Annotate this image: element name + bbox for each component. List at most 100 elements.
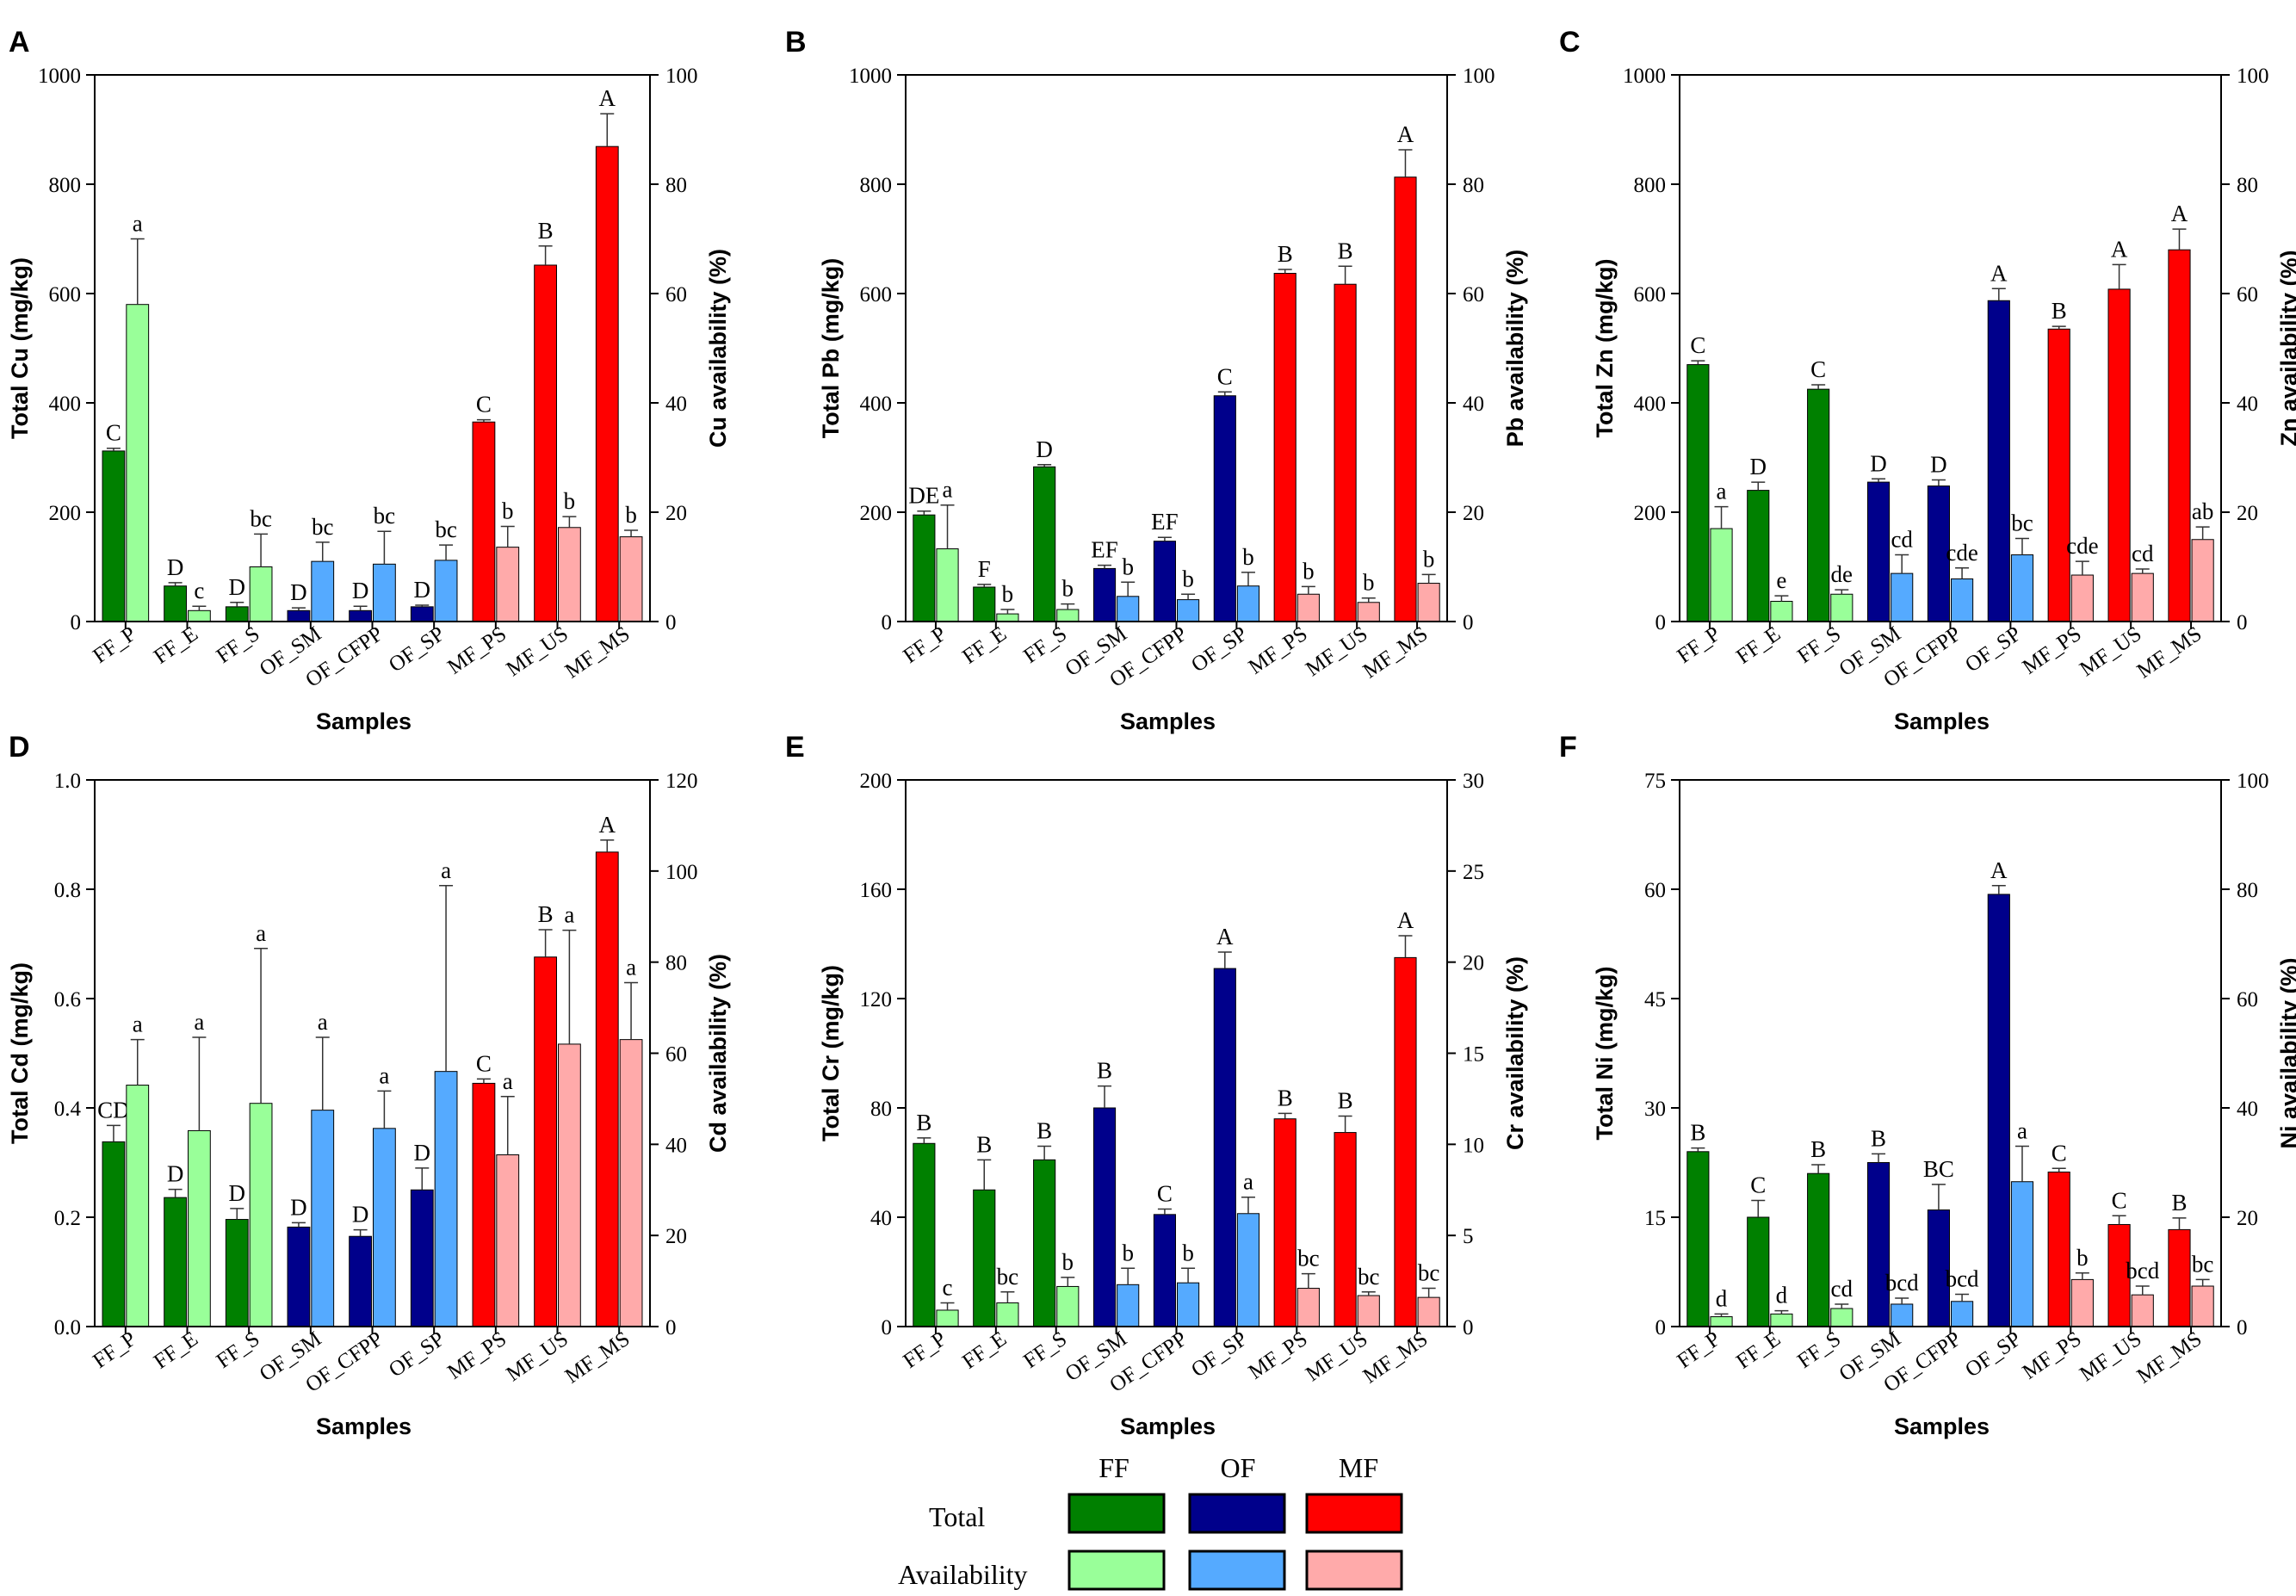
- total-significance-label: D: [229, 574, 246, 600]
- availability-significance-label: c: [194, 578, 204, 603]
- total-bar: [2047, 1172, 2070, 1327]
- availability-significance-label: b: [1182, 1240, 1194, 1265]
- availability-significance-label: a: [318, 1009, 328, 1035]
- availability-bar: [936, 1309, 959, 1327]
- legend-swatch-of-availability: [1188, 1550, 1286, 1591]
- availability-bar: [249, 566, 273, 622]
- availability-significance-label: a: [943, 477, 953, 503]
- availability-bar: [2070, 1278, 2094, 1327]
- y-right-tick-label: 20: [665, 502, 687, 525]
- availability-bar: [1357, 1295, 1380, 1327]
- total-significance-label: D: [1870, 450, 1887, 476]
- availability-bar: [1177, 1282, 1200, 1327]
- y-right-tick-label: 20: [2237, 502, 2258, 525]
- total-bar: [164, 585, 187, 622]
- availability-significance-label: b: [1062, 576, 1074, 602]
- total-significance-label: B: [1871, 1125, 1886, 1151]
- availability-significance-label: bcd: [1885, 1270, 1919, 1296]
- availability-bar: [1891, 572, 1914, 622]
- availability-bar: [1177, 599, 1200, 622]
- y-right-tick-label: 40: [1463, 393, 1484, 416]
- availability-significance-label: a: [2017, 1117, 2027, 1143]
- total-bar: [225, 1219, 249, 1327]
- total-bar: [472, 421, 496, 622]
- availability-bar: [1951, 1301, 1974, 1327]
- y-right-tick-label: 40: [2237, 393, 2258, 416]
- total-significance-label: D: [1750, 454, 1767, 479]
- availability-significance-label: b: [1182, 566, 1194, 591]
- total-bar: [913, 1142, 936, 1327]
- legend-swatch-of-total: [1188, 1493, 1286, 1534]
- total-significance-label: B: [2171, 1190, 2187, 1216]
- total-significance-label: BC: [1923, 1156, 1954, 1182]
- y-left-tick-label: 0.8: [54, 879, 81, 902]
- availability-bar: [2070, 574, 2094, 622]
- availability-significance-label: cd: [1891, 527, 1913, 553]
- availability-significance-label: cde: [2066, 533, 2098, 559]
- availability-significance-label: cd: [2132, 541, 2154, 566]
- total-significance-label: D: [229, 1180, 246, 1206]
- total-bar: [349, 609, 373, 622]
- availability-significance-label: bc: [2192, 1251, 2214, 1277]
- availability-bar: [188, 1129, 211, 1327]
- availability-bar: [2191, 1285, 2214, 1327]
- availability-significance-label: a: [503, 1068, 513, 1094]
- availability-bar: [249, 1103, 273, 1327]
- y-left-tick-label: 15: [1644, 1207, 1666, 1230]
- total-bar: [225, 606, 249, 622]
- availability-bar: [1830, 593, 1854, 622]
- y-left-tick-label: 60: [1644, 879, 1666, 902]
- total-bar: [2168, 1228, 2191, 1327]
- y-right-tick-label: 20: [2237, 1207, 2258, 1230]
- total-significance-label: C: [2112, 1187, 2127, 1213]
- availability-significance-label: bc: [1418, 1260, 1440, 1286]
- total-significance-label: A: [599, 85, 616, 111]
- total-bar: [1273, 273, 1297, 622]
- availability-bar: [496, 547, 520, 622]
- total-bar: [1866, 1162, 1891, 1327]
- availability-significance-label: b: [1242, 544, 1254, 570]
- y-left-tick-label: 0: [71, 611, 82, 634]
- availability-significance-label: b: [1062, 1249, 1074, 1275]
- y-right-tick-label: 0: [665, 1316, 677, 1339]
- y-left-tick-label: 0.6: [54, 988, 81, 1011]
- total-significance-label: B: [1338, 238, 1353, 263]
- total-bar: [1394, 176, 1417, 622]
- y-left-tick-label: 1000: [38, 65, 81, 88]
- availability-significance-label: bc: [1297, 1246, 1320, 1271]
- availability-significance-label: a: [256, 920, 266, 946]
- availability-significance-label: cde: [1946, 540, 1977, 566]
- total-significance-label: D: [167, 1161, 184, 1187]
- total-significance-label: A: [1990, 260, 2008, 286]
- availability-bar: [1417, 1296, 1440, 1327]
- availability-bar: [1056, 1285, 1080, 1327]
- availability-bar: [188, 609, 211, 622]
- total-bar: [1987, 300, 2010, 622]
- y-left-tick-label: 45: [1644, 988, 1666, 1011]
- y-right-axis-title: Cr availability (%): [1502, 956, 1528, 1150]
- total-bar: [287, 1226, 311, 1327]
- x-axis-title: Samples: [316, 1414, 412, 1439]
- y-right-tick-label: 0: [2237, 611, 2248, 634]
- total-significance-label: A: [2111, 236, 2128, 262]
- availability-bar: [373, 1128, 396, 1327]
- y-right-tick-label: 30: [1463, 770, 1484, 793]
- legend-swatch-ff-total: [1068, 1493, 1166, 1534]
- total-bar: [1807, 1172, 1830, 1327]
- availability-bar: [126, 1085, 150, 1327]
- y-left-tick-label: 400: [49, 393, 82, 416]
- availability-significance-label: b: [502, 498, 514, 524]
- total-significance-label: C: [2052, 1140, 2067, 1166]
- availability-bar: [1417, 583, 1440, 622]
- total-bar: [1334, 1132, 1357, 1327]
- total-bar: [1866, 481, 1891, 622]
- y-right-tick-label: 120: [665, 770, 698, 793]
- plot-frame: [1679, 779, 2222, 1327]
- total-significance-label: A: [1216, 924, 1234, 950]
- total-bar: [973, 586, 996, 622]
- total-bar: [1213, 968, 1236, 1327]
- y-left-axis-title: Total Cr (mg/kg): [818, 965, 844, 1141]
- availability-bar: [1297, 1288, 1320, 1327]
- total-bar: [1927, 486, 1951, 622]
- total-significance-label: B: [1690, 1120, 1705, 1146]
